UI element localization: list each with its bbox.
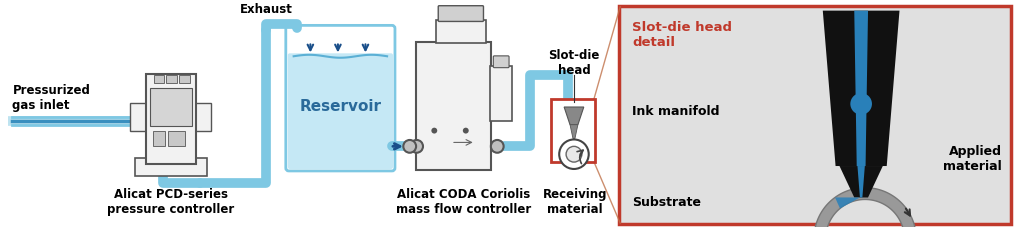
Text: Reservoir: Reservoir [299,98,381,113]
Polygon shape [815,188,915,227]
Polygon shape [857,166,865,198]
Text: Substrate: Substrate [632,195,701,208]
FancyBboxPatch shape [436,21,486,43]
Polygon shape [823,12,899,166]
FancyBboxPatch shape [620,7,1011,224]
FancyBboxPatch shape [416,42,490,171]
FancyBboxPatch shape [551,100,595,162]
FancyBboxPatch shape [145,75,196,164]
Polygon shape [835,197,868,209]
Text: Slot-die
head: Slot-die head [548,49,600,76]
FancyBboxPatch shape [154,76,164,83]
FancyBboxPatch shape [438,7,483,22]
Circle shape [559,140,589,169]
FancyBboxPatch shape [286,26,395,171]
Text: Pressurized
gas inlet: Pressurized gas inlet [12,84,90,112]
FancyBboxPatch shape [150,89,191,127]
FancyBboxPatch shape [135,158,207,177]
Circle shape [431,128,437,134]
Text: Receiving
material: Receiving material [543,188,607,215]
FancyBboxPatch shape [288,54,393,169]
Circle shape [850,94,872,115]
Circle shape [463,128,469,134]
FancyBboxPatch shape [189,103,211,131]
FancyBboxPatch shape [169,132,184,146]
Circle shape [566,147,582,162]
Text: Slot-die head
detail: Slot-die head detail [632,21,732,49]
Circle shape [403,140,416,153]
Text: Ink manifold: Ink manifold [632,105,720,118]
FancyBboxPatch shape [130,103,151,131]
FancyBboxPatch shape [179,76,189,83]
Text: Alicat PCD-series
pressure controller: Alicat PCD-series pressure controller [108,188,234,215]
Text: Alicat CODA Coriolis
mass flow controller: Alicat CODA Coriolis mass flow controlle… [395,188,530,215]
FancyBboxPatch shape [153,132,165,146]
Polygon shape [840,166,883,198]
Polygon shape [570,125,578,139]
FancyBboxPatch shape [489,67,512,122]
Polygon shape [854,12,868,166]
FancyBboxPatch shape [494,57,509,68]
Text: Exhaust: Exhaust [240,2,293,15]
Circle shape [490,140,504,153]
Text: Applied
material: Applied material [943,145,1001,172]
Polygon shape [564,108,584,125]
Circle shape [411,140,423,153]
FancyBboxPatch shape [167,76,177,83]
